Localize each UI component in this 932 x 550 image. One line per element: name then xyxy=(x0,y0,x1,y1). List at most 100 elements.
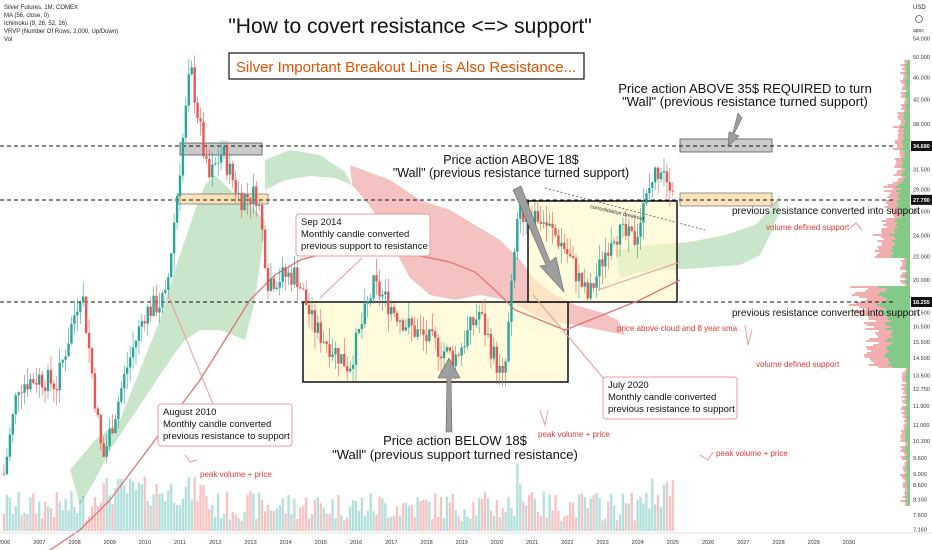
candle-body xyxy=(392,307,396,314)
volume-bar xyxy=(155,483,158,531)
volume-profile-bar-down xyxy=(896,162,903,164)
volume-bar xyxy=(55,491,58,531)
candle-body xyxy=(566,249,569,254)
volume-bar xyxy=(216,493,220,531)
volume-bar xyxy=(175,505,179,531)
volume-bar xyxy=(574,517,578,531)
volume-profile-bar-down xyxy=(903,110,907,112)
arrow-above-18 xyxy=(512,185,565,294)
candle-body xyxy=(489,333,493,359)
price-axis-label: 11.000 xyxy=(913,423,929,429)
candle-body xyxy=(32,379,35,383)
volume-profile-bar-down xyxy=(900,156,905,158)
volume-profile-bar-up xyxy=(887,358,910,360)
price-axis-label: 20.000 xyxy=(913,278,930,284)
volume-bar xyxy=(281,498,284,531)
volume-bar xyxy=(93,497,97,531)
volume-profile-bar-down xyxy=(902,496,906,498)
volume-bar xyxy=(222,513,226,531)
arrow-peak-left xyxy=(184,454,198,463)
volume-profile-bar-down xyxy=(878,248,893,250)
volume-profile-bar-up xyxy=(905,484,910,486)
volume-profile-bar-up xyxy=(895,190,910,192)
volume-bar xyxy=(457,515,460,531)
candle-body xyxy=(117,401,120,420)
candle-body xyxy=(290,272,293,285)
candle-body xyxy=(287,272,290,277)
candle-body xyxy=(384,291,387,295)
volume-profile-bar-down xyxy=(900,276,905,278)
price-axis[interactable]: 54.000 50.000 46.000 42.000 38.000 34.680 31.5… xyxy=(911,36,932,534)
volume-profile-bar-down xyxy=(900,408,905,410)
volume-profile-bar-up xyxy=(904,474,910,476)
price-candles xyxy=(2,55,674,477)
level-lines xyxy=(0,145,896,303)
candle-body xyxy=(187,74,190,106)
volume-profile-bar-up xyxy=(904,124,910,126)
volume-bar xyxy=(20,515,23,531)
volume-bar xyxy=(331,499,334,531)
volume-profile-bar-down xyxy=(884,206,896,208)
candle-body xyxy=(504,361,507,373)
volume-profile-bar-down xyxy=(903,482,907,484)
candle-body xyxy=(272,278,276,289)
candle-body xyxy=(348,368,352,372)
volume-profile-bar-up xyxy=(904,440,910,442)
volume-profile-bar-up xyxy=(907,460,910,462)
candle-body xyxy=(252,186,255,204)
time-axis-label: 2022 xyxy=(561,540,573,546)
volume-profile-bar-up xyxy=(906,470,910,472)
reset-icon[interactable] xyxy=(915,15,923,23)
volume-profile-bar-down xyxy=(904,278,908,280)
volume-bar xyxy=(618,514,622,531)
volume-bar xyxy=(167,490,170,531)
volume-bar xyxy=(343,520,346,531)
volume-profile-bar-down xyxy=(875,332,891,334)
candle-body xyxy=(96,408,100,415)
volume-profile-bar-down xyxy=(904,102,907,104)
candle-body xyxy=(548,223,551,226)
volume-profile-bar-down xyxy=(903,78,907,80)
candle-body xyxy=(633,231,636,245)
volume-bar xyxy=(126,493,129,531)
candle-body xyxy=(275,287,278,289)
volume-profile-bar-up xyxy=(895,238,910,240)
price-axis-label: 24.000 xyxy=(913,233,930,239)
candle-body xyxy=(82,296,85,303)
price-axis-label: 17.500 xyxy=(913,310,930,316)
volume-profile-bar-down xyxy=(900,430,905,432)
time-axis-label: 2027 xyxy=(737,540,749,546)
volume-profile-bar-up xyxy=(905,272,910,274)
candle-body xyxy=(472,317,475,326)
volume-profile-bar-up xyxy=(906,84,910,86)
volume-profile-bar-down xyxy=(868,316,888,318)
volume-profile-bar-down xyxy=(902,262,906,264)
candle-body xyxy=(460,347,463,356)
price-axis-label: 31.500 xyxy=(913,167,930,173)
volume-profile-bar-down xyxy=(883,186,896,188)
volume-profile-bar-up xyxy=(879,292,910,294)
candle-body xyxy=(43,387,47,391)
candle-body xyxy=(601,259,604,267)
candle-body xyxy=(495,346,498,373)
price-label-highlight xyxy=(911,141,932,151)
volume-profile-bar-up xyxy=(905,264,910,266)
candle-body xyxy=(128,357,132,368)
volume-profile-bar-up xyxy=(907,442,910,444)
volume-profile-bar-up xyxy=(897,184,910,186)
volume-profile-bar-up xyxy=(885,308,910,310)
volume-profile-bar-up xyxy=(907,498,910,500)
candle-body xyxy=(322,341,325,343)
volume-profile-bar-down xyxy=(898,178,904,180)
volume-bar xyxy=(120,479,123,531)
volume-bar xyxy=(67,510,70,531)
candle-body xyxy=(5,456,9,475)
top-right-icons[interactable] xyxy=(915,15,923,23)
red-arrow-lines xyxy=(167,199,863,463)
volume-bar xyxy=(530,492,534,531)
volume-profile-bar-down xyxy=(900,434,905,436)
time-axis[interactable]: 2006 2007 2008 2009 2010 2011 2012 2013 2014 2015… xyxy=(0,540,855,546)
volume-profile-bar-up xyxy=(901,166,910,168)
volume-profile-bar-up xyxy=(882,312,910,314)
volume-profile-bar-down xyxy=(900,80,905,82)
